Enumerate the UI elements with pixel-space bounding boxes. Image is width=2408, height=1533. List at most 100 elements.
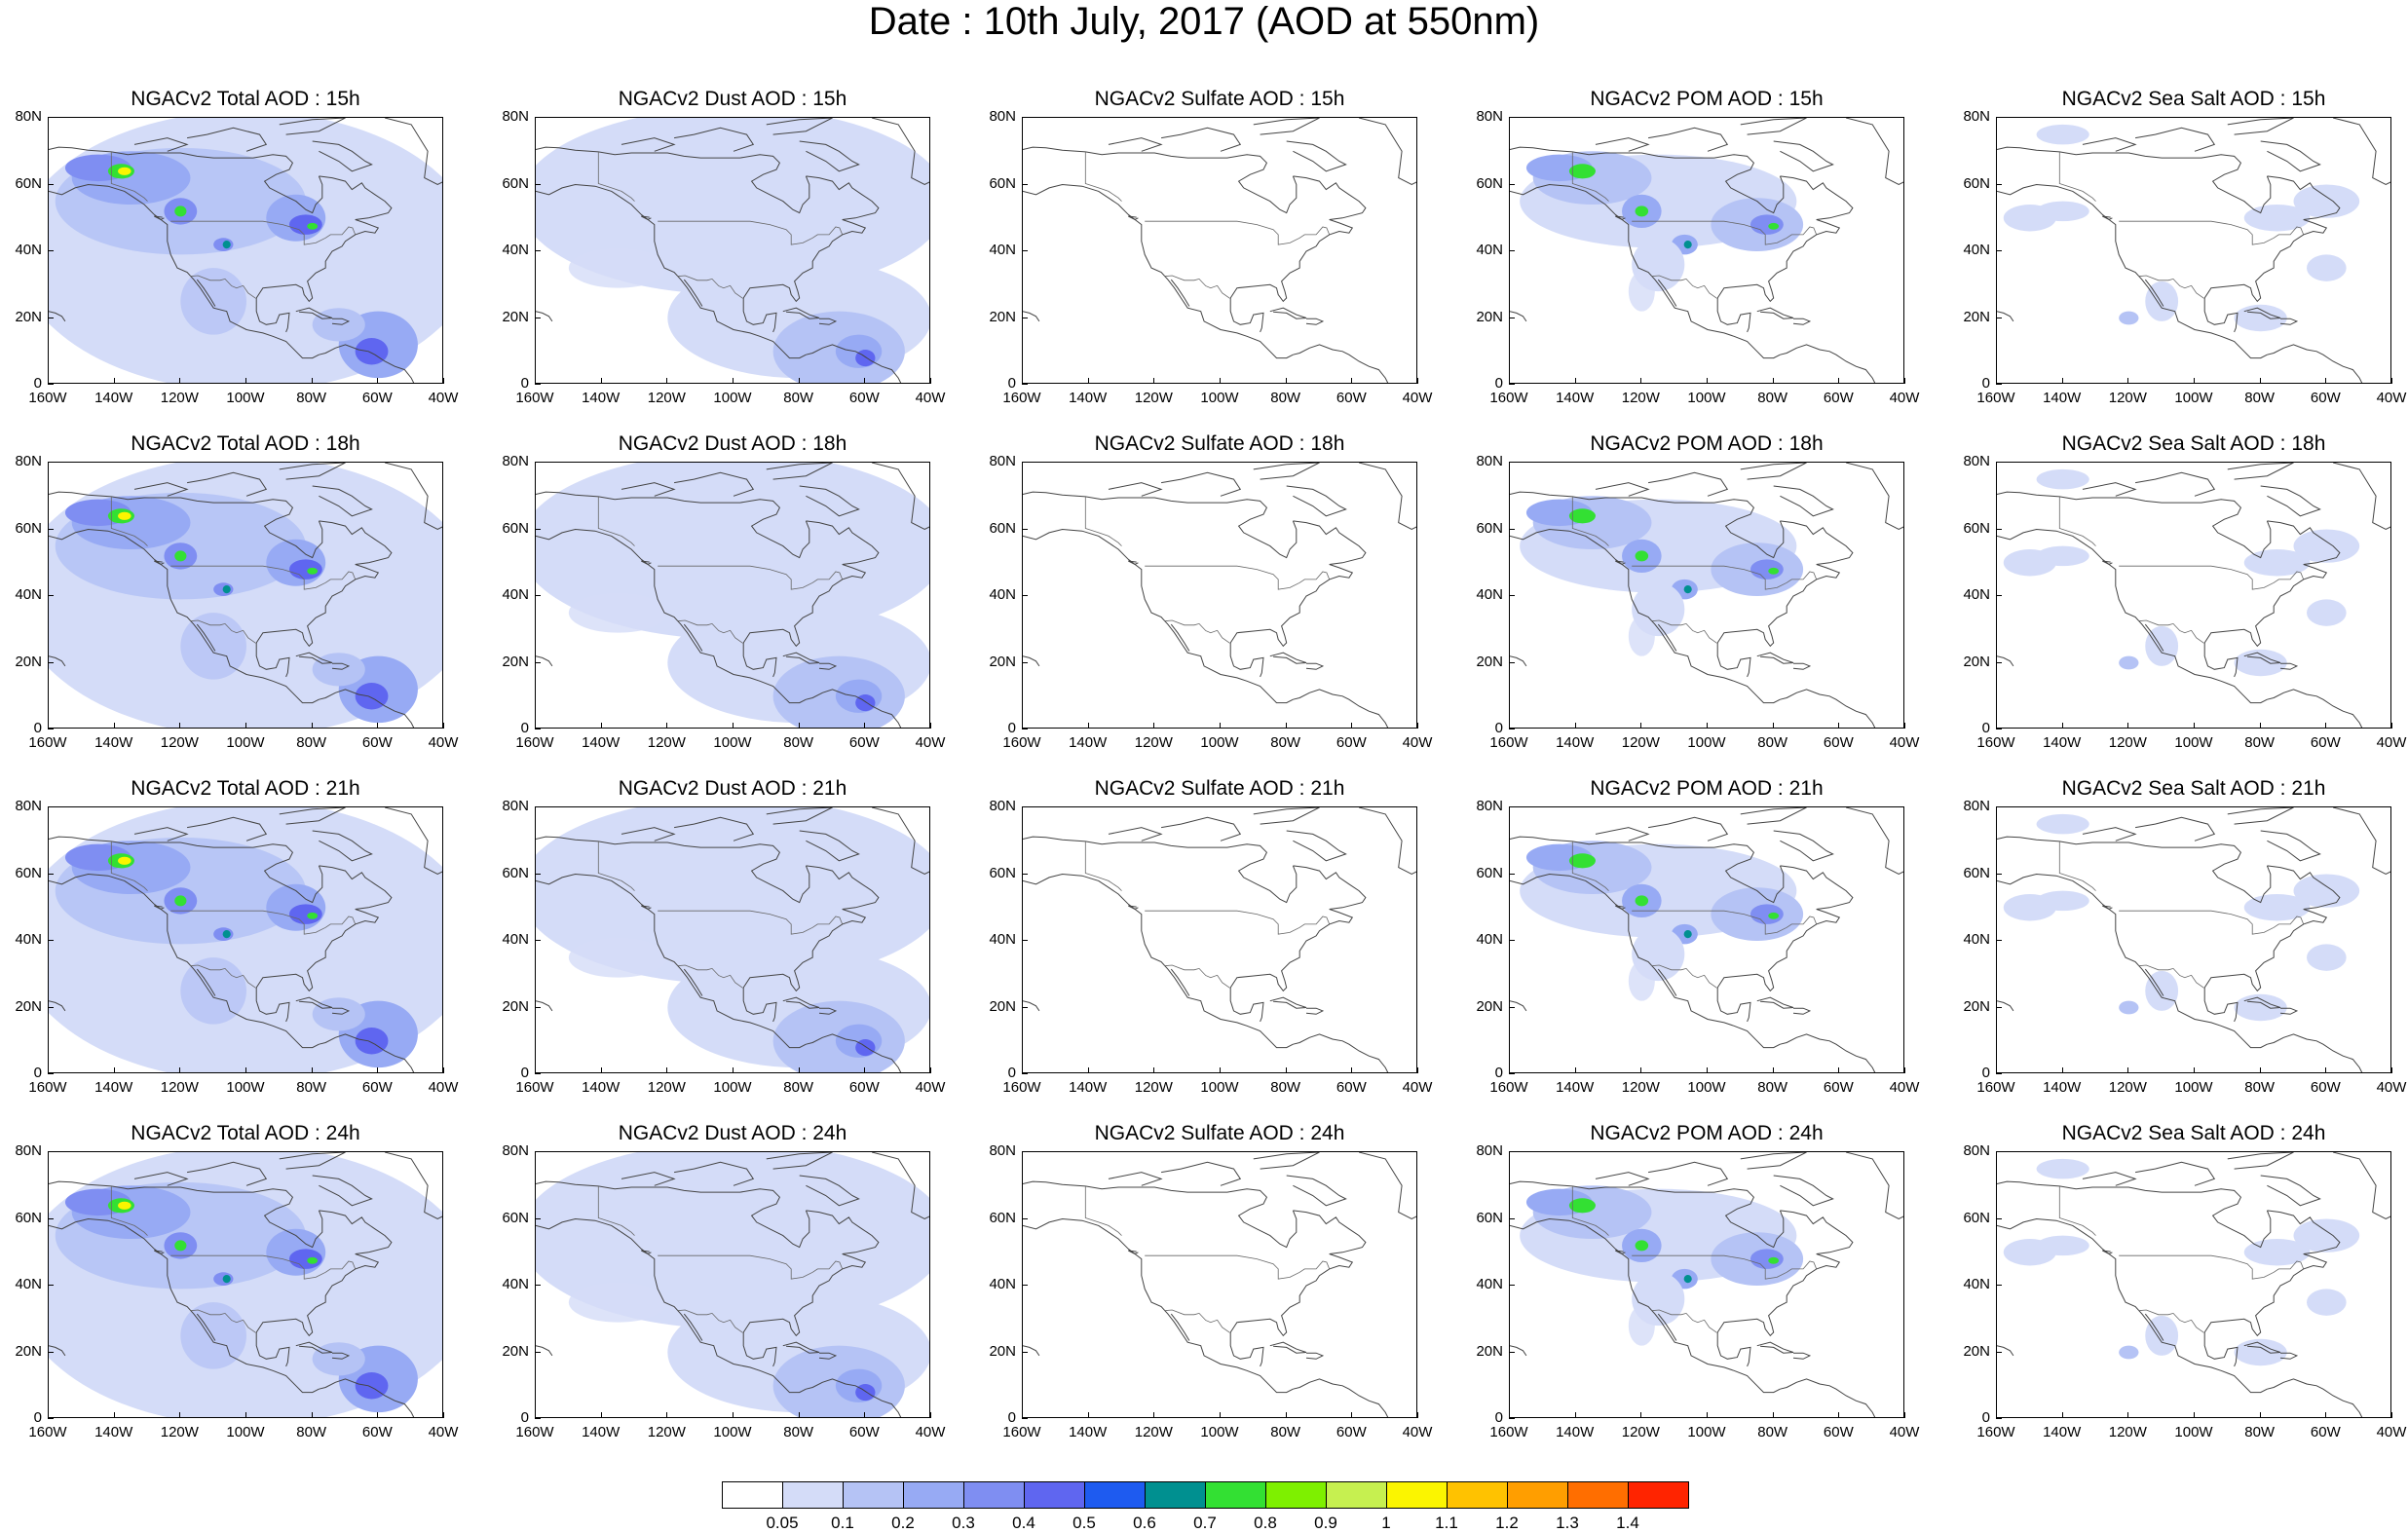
aod-field-pom-12 [1628,960,1655,1001]
coastline-12 [871,1152,929,1220]
coastline-13 [154,215,165,221]
panel-title: NGACv2 Dust AOD : 24h [618,1122,847,1144]
coastline-14 [1595,482,1650,497]
lat-tick-label: 40N [1476,1276,1503,1292]
lat-tick-label: 20N [502,308,529,325]
coastline-3 [742,988,777,1023]
lat-tick-label: 20N [1476,653,1503,670]
lat-tick-label: 80N [502,798,529,814]
coastline-7 [1269,307,1307,319]
lon-tick-label: 60W [361,390,393,406]
lat-tick [1509,661,1515,663]
lon-tick-label: 60W [1336,1424,1367,1440]
lon-tick-label: 120W [2108,1424,2147,1440]
lon-tick-label: 120W [160,1424,199,1440]
border-1 [1145,1254,1331,1280]
coastline-2 [2267,344,2363,383]
lon-tick [798,1067,800,1073]
panel-title: NGACv2 POM AOD : 15h [1590,88,1824,110]
panel-title: NGACv2 Total AOD : 18h [131,432,360,455]
lon-tick [2194,378,2195,384]
lat-tick [48,528,54,530]
lat-tick-label: 40N [502,1276,529,1292]
coastline-14 [621,137,676,152]
border-1 [1632,220,1818,245]
lat-tick [1996,806,2002,807]
aod-field-pom-5 [1635,895,1649,907]
lat-tick-label: 80N [989,453,1016,469]
lon-tick [2061,1412,2063,1418]
lon-tick-label: 80W [296,734,327,751]
coastline-12 [1358,1152,1416,1220]
lon-tick [798,723,800,729]
lat-tick-label: 0 [520,1065,529,1081]
lon-tick-label: 160W [515,734,554,751]
lat-tick [1509,806,1515,807]
lon-tick-label: 140W [94,734,133,751]
border-1 [2119,1254,2305,1280]
coastline-11 [2260,1175,2321,1207]
lat-tick [535,940,541,941]
colorbar-swatch [1145,1481,1206,1509]
lon-tick [1087,1067,1089,1073]
lon-tick [113,1412,115,1418]
lon-tick [443,1412,444,1418]
coastline-11 [1286,830,1347,862]
aod-field-pom-3 [1568,508,1596,524]
lon-tick-label: 140W [1556,734,1595,751]
lat-tick-label: 40N [502,931,529,948]
panel-title: NGACv2 Sea Salt AOD : 24h [2061,1122,2326,1144]
coastline-14 [2082,827,2137,841]
lon-tick [1574,723,1576,729]
lat-tick-label: 80N [1963,453,1990,469]
lon-tick [1707,1412,1708,1418]
lon-tick-label: 80W [296,390,327,406]
lon-tick [311,1412,313,1418]
aod-field-seasalt-2 [2243,549,2311,577]
coastline-13 [2102,215,2113,221]
coastline-9 [674,127,755,152]
coastline-3 [1716,1332,1751,1367]
lat-tick-label: 80N [1476,453,1503,469]
lon-tick-label: 40W [428,390,459,406]
coastline-1 [1170,1313,1190,1341]
lon-tick [930,723,931,729]
coastline-9 [1161,816,1242,841]
coastline-9 [674,816,755,841]
border-0 [2058,151,2096,202]
coastline-6 [1997,1345,2014,1357]
lon-tick [1640,723,1642,729]
lat-tick [48,595,54,596]
lon-tick-label: 140W [1069,1424,1108,1440]
lon-tick-label: 160W [28,1079,67,1096]
coastline-5 [49,491,323,559]
lat-tick [1509,250,1515,251]
border-0 [1084,151,1122,202]
lon-tick-label: 100W [1200,734,1239,751]
lon-tick-label: 40W [915,734,946,751]
aod-field-seasalt-3 [2293,529,2360,563]
coastline-9 [674,1161,755,1186]
lat-tick-label: 40N [1963,586,1990,603]
lon-tick [2325,1412,2327,1418]
coastline-3 [255,643,290,678]
lon-tick-label: 100W [1200,1079,1239,1096]
coastline-9 [2135,127,2216,152]
lon-tick-label: 80W [296,1424,327,1440]
lon-tick [1153,378,1155,384]
coastline-2 [1293,1033,1389,1072]
panel-title: NGACv2 Dust AOD : 21h [618,777,847,800]
aod-field-dust-5 [568,592,668,633]
lon-tick [1220,1067,1221,1073]
aod-field-seasalt-7 [2307,944,2347,971]
coastline-6 [536,1345,553,1357]
lon-tick [1509,1412,1510,1418]
colorbar-label: 1 [1381,1514,1391,1532]
coastline-7 [295,652,333,664]
aod-field-dust-4 [855,350,876,367]
coastline-10 [1740,118,1807,135]
aod-field-seasalt-8 [2036,468,2089,490]
coastline-13 [1615,560,1626,566]
lon-tick [1772,378,1774,384]
coastline-6 [49,655,66,667]
